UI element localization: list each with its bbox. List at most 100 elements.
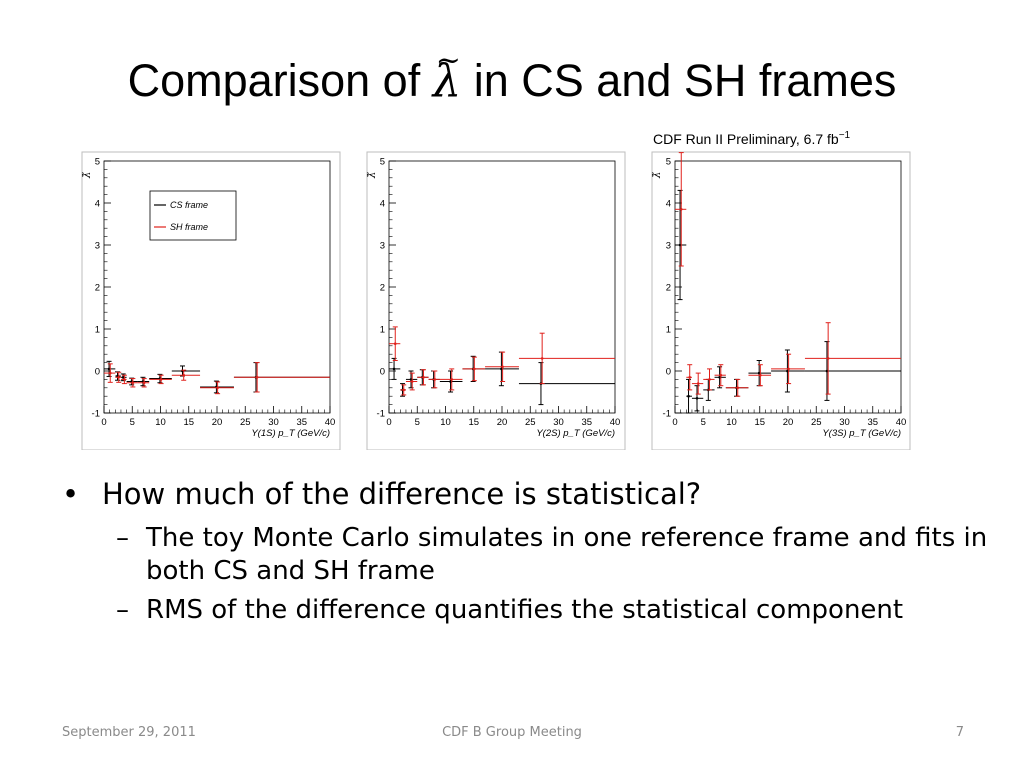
data-marker (679, 208, 683, 211)
x-tick-label: 30 (553, 417, 564, 428)
data-marker (708, 378, 711, 381)
y-tick-label: 3 (666, 241, 671, 252)
bullet-sub-1: – The toy Monte Carlo simulates in one r… (62, 522, 992, 588)
x-tick-label: 40 (896, 417, 907, 428)
x-tick-label: 10 (155, 417, 166, 428)
plot-frame (366, 151, 626, 450)
y-axis-label: λ̃ (82, 172, 93, 179)
data-marker (757, 371, 761, 375)
bullet-list: • How much of the difference is statisti… (62, 472, 992, 627)
data-marker (787, 367, 790, 371)
data-point (233, 362, 330, 393)
data-marker (117, 376, 121, 379)
preliminary-label: CDF Run II Preliminary, 6.7 fb−1 (653, 130, 850, 147)
y-tick-label: 5 (95, 157, 100, 168)
y-tick-label: 5 (380, 157, 385, 168)
x-tick-label: 20 (783, 417, 794, 428)
data-point (714, 366, 726, 389)
data-point (405, 372, 418, 391)
data-point (171, 369, 201, 381)
x-tick-label: 0 (101, 417, 106, 428)
data-point (104, 363, 116, 383)
x-axis-label: Υ(3S) p_T (GeV/c) (822, 428, 901, 439)
x-tick-label: 0 (672, 417, 677, 428)
footer-date: September 29, 2011 (62, 725, 196, 740)
data-marker (540, 357, 544, 360)
footer-page-number: 7 (955, 725, 964, 740)
data-point (149, 374, 172, 385)
data-marker (108, 371, 112, 375)
data-point (771, 353, 805, 385)
bullet-main-text: How much of the difference is statistica… (102, 477, 702, 511)
y-tick-label: 5 (666, 157, 671, 168)
legend: CS frame SH frame (149, 190, 237, 241)
data-point (126, 378, 138, 388)
data-marker (759, 373, 762, 377)
x-tick-label: 5 (415, 417, 420, 428)
x-tick-label: 35 (581, 417, 592, 428)
x-tick-label: 35 (296, 417, 307, 428)
data-point (703, 368, 715, 391)
data-marker (422, 376, 425, 379)
preliminary-exponent: −1 (838, 130, 851, 141)
data-point (485, 351, 519, 387)
data-point (137, 378, 150, 388)
y-tick-label: -1 (377, 409, 385, 420)
data-marker (501, 365, 504, 369)
x-tick-label: 15 (468, 417, 479, 428)
y-tick-label: 4 (95, 199, 100, 210)
data-point (691, 385, 704, 412)
x-tick-label: 20 (212, 417, 223, 428)
legend-label: SH frame (170, 222, 208, 232)
data-marker (500, 367, 503, 371)
data-point (771, 349, 805, 393)
data-point (675, 152, 687, 267)
data-marker (736, 386, 740, 390)
data-marker (131, 381, 135, 385)
title-prefix: Comparison of (127, 55, 433, 106)
data-marker (216, 386, 219, 390)
data-marker (409, 378, 413, 381)
y-tick-label: 0 (666, 367, 671, 378)
plot-frame (81, 151, 341, 450)
data-point (400, 384, 407, 396)
data-point (804, 322, 901, 395)
y-tick-label: 3 (95, 241, 100, 252)
data-point (115, 371, 122, 383)
data-point (691, 372, 704, 395)
data-marker (688, 376, 692, 379)
data-marker (393, 342, 397, 345)
data-point (120, 374, 127, 385)
x-tick-label: 25 (811, 417, 822, 428)
data-marker (696, 382, 700, 385)
data-marker (410, 380, 414, 383)
x-tick-label: 35 (867, 417, 878, 428)
plot-axes-box (388, 160, 616, 414)
data-point (485, 351, 519, 382)
data-marker (450, 378, 454, 381)
bullet-dash: – (116, 595, 129, 625)
x-axis-label: Υ(1S) p_T (GeV/c) (251, 428, 330, 439)
x-tick-label: 40 (325, 417, 336, 428)
data-marker (433, 378, 437, 381)
x-tick-label: 10 (726, 417, 737, 428)
x-tick-label: 25 (525, 417, 536, 428)
data-marker (826, 357, 830, 360)
x-tick-label: 30 (268, 417, 279, 428)
data-marker (255, 376, 259, 379)
data-marker (687, 394, 690, 398)
data-marker (123, 378, 126, 381)
y-axis-label: λ̃ (652, 172, 663, 179)
plot-axes-box (674, 160, 902, 414)
bullet-sub-2: – RMS of the difference quantifies the s… (62, 594, 992, 627)
y-tick-label: -1 (663, 409, 671, 420)
x-tick-label: 30 (839, 417, 850, 428)
x-tick-label: 15 (183, 417, 194, 428)
y-tick-label: 2 (95, 283, 100, 294)
y-tick-label: 1 (380, 325, 385, 336)
data-point (686, 378, 692, 414)
data-marker (825, 369, 829, 373)
x-axis-label: Υ(2S) p_T (GeV/c) (536, 428, 615, 439)
